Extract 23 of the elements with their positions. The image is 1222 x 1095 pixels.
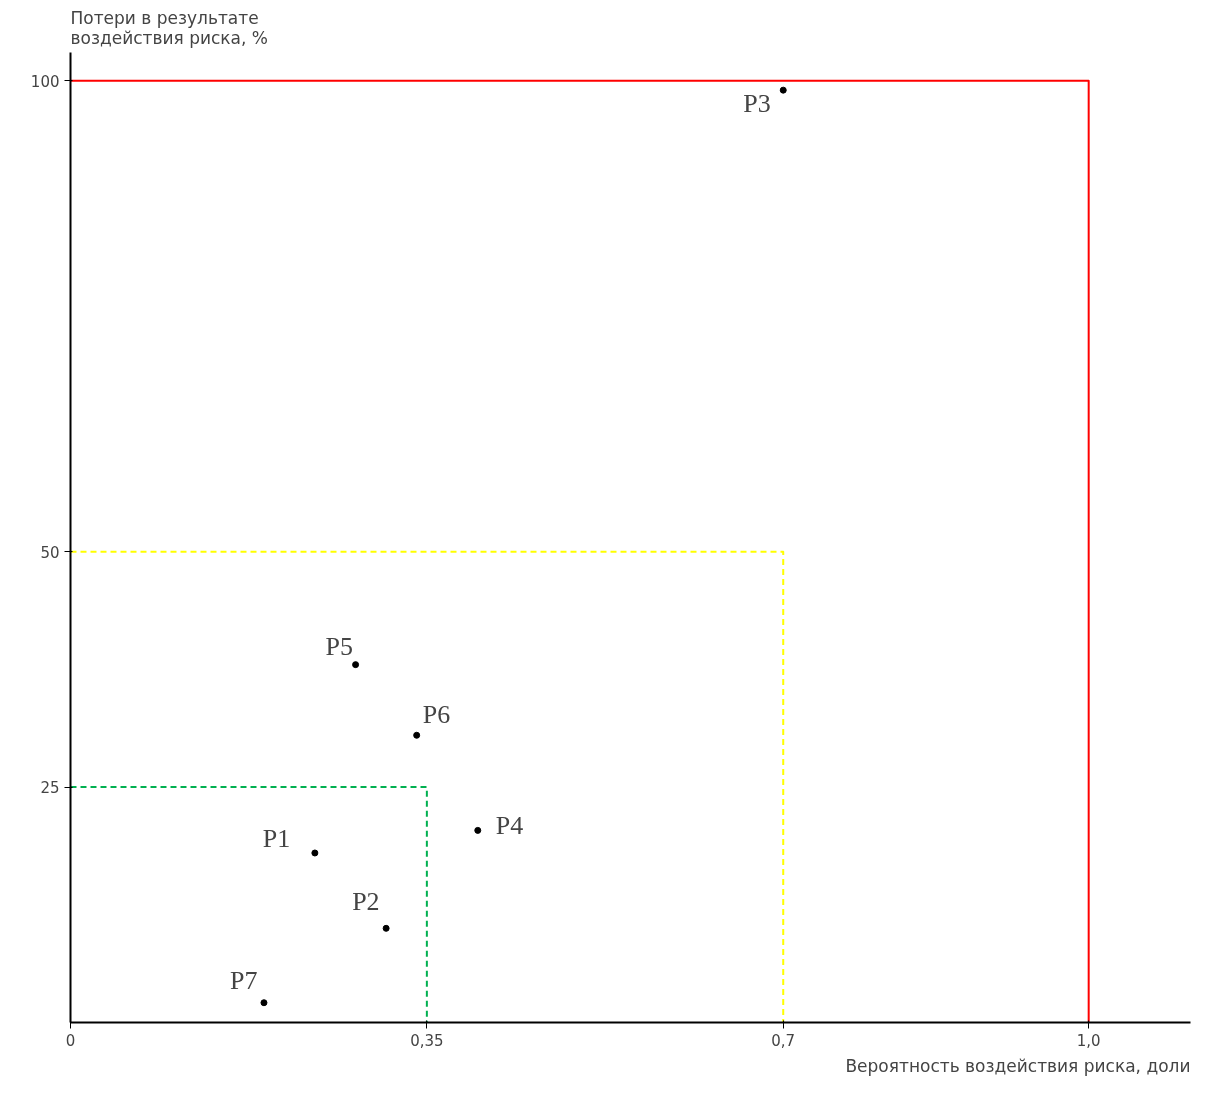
point (352, 661, 360, 669)
y-tick-label: 100 (30, 72, 60, 91)
annotation: P3 (743, 89, 771, 119)
annotation: P1 (262, 823, 291, 853)
annotation: P5 (325, 631, 354, 661)
point (260, 999, 268, 1007)
y-axis-title: Потери в результате воздействия риска, % (70, 7, 269, 48)
point (474, 826, 482, 834)
x-tick-label: 0 (65, 1031, 76, 1050)
point (779, 86, 787, 94)
annotation: P4 (495, 811, 524, 841)
x-axis-title: Вероятность воздействия риска, доли (845, 1055, 1191, 1076)
y-tick-label: 25 (40, 779, 60, 798)
annotation: P2 (352, 887, 380, 917)
point (311, 849, 319, 857)
annotation: P6 (422, 700, 451, 730)
point (413, 731, 421, 739)
annotation: P7 (229, 965, 258, 995)
x-tick-label: 1,0 (1076, 1031, 1101, 1050)
point (382, 924, 390, 932)
x-tick-label: 0,35 (410, 1031, 444, 1050)
y-tick-label: 50 (40, 543, 60, 562)
x-tick-label: 0,7 (771, 1031, 796, 1050)
